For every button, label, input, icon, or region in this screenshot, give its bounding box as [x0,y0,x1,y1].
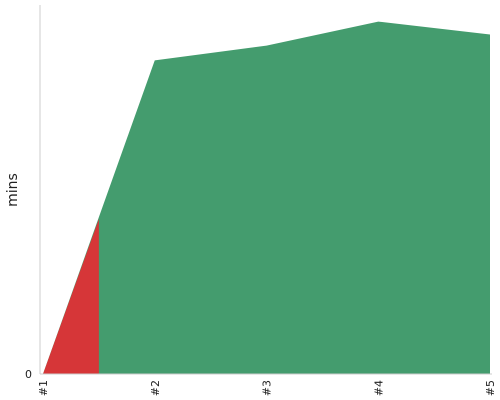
x-tick-label: #4 [372,380,385,396]
x-tick-label: #1 [37,380,50,396]
chart-areas [43,21,490,374]
area-series-secondary [43,219,99,374]
x-tick-label: #2 [149,380,162,396]
x-tick-label: #3 [261,380,274,396]
y-tick-label: 0 [25,368,32,381]
x-tick-label: #5 [484,380,497,396]
y-axis-title: mins [5,173,21,207]
area-series-main [43,21,490,374]
x-tick-labels: #1 #2 #3 #4 #5 [37,380,497,396]
